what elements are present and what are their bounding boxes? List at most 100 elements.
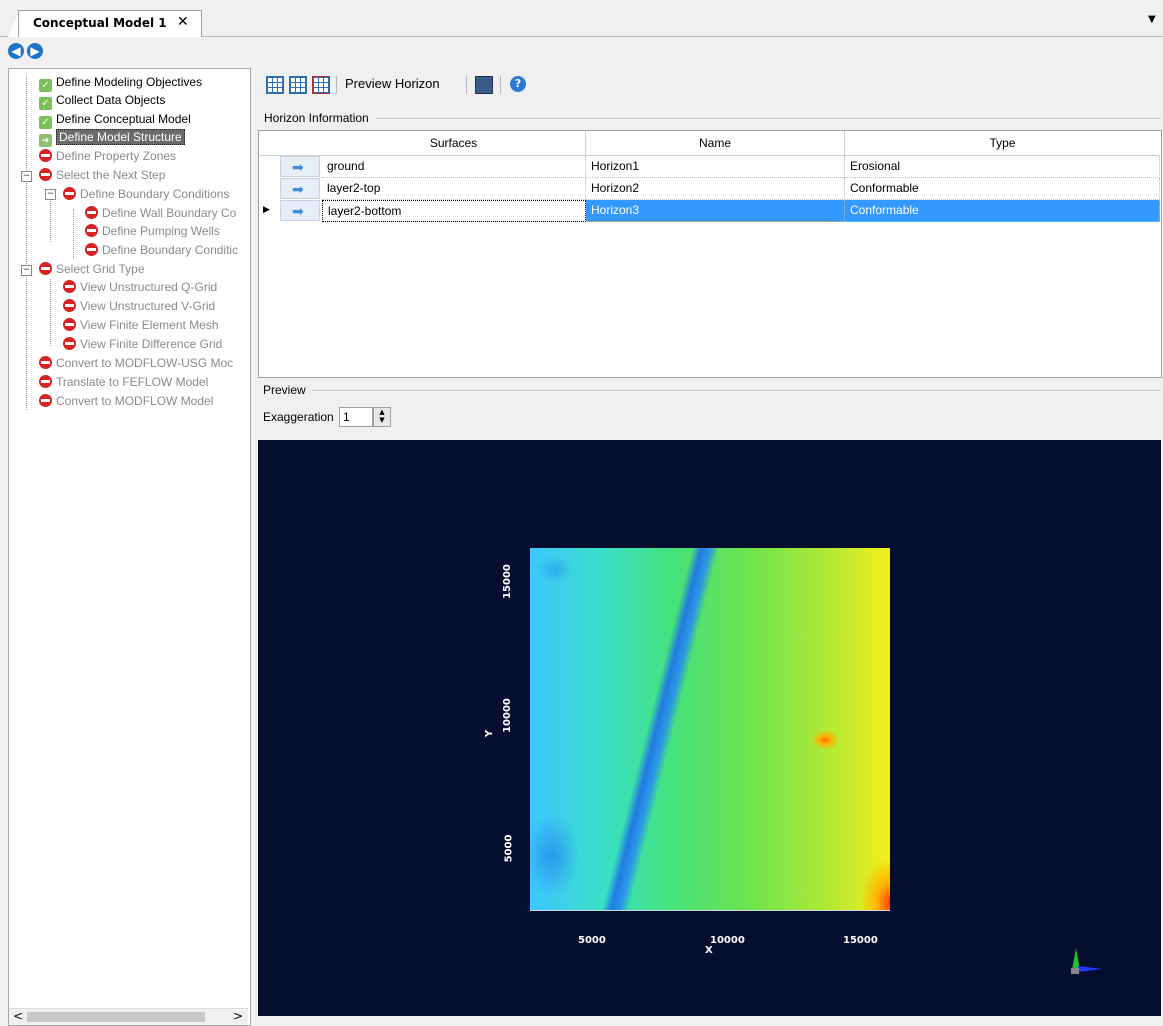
horizon-info-title: Horizon Information	[264, 111, 369, 125]
x-tick-label: 5000	[578, 935, 606, 946]
collapse-icon[interactable]: −	[21, 171, 32, 182]
tree-item-label: Collect Data Objects	[56, 93, 166, 107]
tree-item-convert-modflow-usg[interactable]: Convert to MODFLOW-USG Moc	[39, 355, 233, 371]
tree-item-define-pumping-wells[interactable]: Define Pumping Wells	[85, 223, 220, 239]
insert-row-grid-icon[interactable]	[289, 76, 307, 94]
x-axis-line	[530, 910, 890, 911]
tree-item-label: View Unstructured Q-Grid	[80, 280, 218, 294]
horizon-grid: Surfaces Name Type ➡ ground Horizon1 Ero…	[258, 130, 1162, 378]
stop-icon	[39, 394, 52, 407]
chevron-down-icon[interactable]: ▼	[1148, 14, 1156, 25]
collapse-icon[interactable]: −	[21, 265, 32, 276]
collapse-icon[interactable]: −	[45, 189, 56, 200]
stop-icon	[39, 149, 52, 162]
surface-cell[interactable]: layer2-bottom	[322, 200, 586, 222]
tab-edge	[8, 10, 20, 37]
type-cell[interactable]: Conformable	[845, 178, 1160, 200]
tree-item-view-fd-grid[interactable]: View Finite Difference Grid	[63, 336, 222, 352]
type-cell[interactable]: Conformable	[845, 200, 1160, 222]
3d-preview-viewport[interactable]: 5000 10000 15000 X 5000 10000 15000 Y	[258, 440, 1161, 1016]
horizon-toolbar: Preview Horizon ?	[254, 70, 1163, 100]
tree-item-label: View Finite Difference Grid	[80, 337, 223, 351]
column-header-surfaces[interactable]: Surfaces	[322, 131, 586, 156]
stop-icon	[39, 168, 52, 181]
preview-title: Preview	[263, 383, 306, 397]
tree-item-label: View Unstructured V-Grid	[80, 299, 216, 313]
tree-item-define-property-zones[interactable]: Define Property Zones	[39, 148, 176, 164]
back-arrow-icon[interactable]: ◀	[8, 43, 24, 59]
column-header-name[interactable]: Name	[586, 131, 845, 156]
tree-connector	[50, 279, 51, 346]
name-cell[interactable]: Horizon1	[586, 156, 845, 178]
row-select-button[interactable]: ➡	[280, 178, 320, 199]
stop-icon	[63, 337, 76, 350]
scrollbar-thumb[interactable]	[27, 1012, 205, 1022]
tree-item-label: View Finite Element Mesh	[80, 318, 219, 332]
x-tick-label: 10000	[710, 935, 745, 946]
tree-item-define-wall-boundary[interactable]: Define Wall Boundary Co	[85, 205, 236, 221]
tree-item-label: Define Boundary Conditic	[102, 243, 239, 257]
group-divider	[376, 118, 1161, 119]
tree-item-label: Define Conceptual Model	[56, 112, 191, 126]
tree-item-define-conceptual-model[interactable]: ✓ Define Conceptual Model	[39, 111, 191, 129]
tree-item-define-boundary-condition-2[interactable]: Define Boundary Conditic	[85, 242, 238, 258]
save-icon[interactable]	[475, 76, 493, 94]
close-icon[interactable]: ✕	[177, 14, 189, 30]
tree-item-view-fe-mesh[interactable]: View Finite Element Mesh	[63, 317, 219, 333]
tree-item-select-grid-type[interactable]: Select Grid Type	[39, 261, 145, 277]
arrow-right-icon: ➡	[292, 160, 304, 176]
stop-icon	[39, 356, 52, 369]
toolbar-separator	[336, 76, 337, 94]
stop-icon	[39, 375, 52, 388]
check-icon: ✓	[39, 97, 52, 110]
orientation-axes-icon	[1071, 948, 1102, 974]
surface-cell[interactable]: layer2-top	[322, 178, 586, 200]
tree-item-view-v-grid[interactable]: View Unstructured V-Grid	[63, 298, 215, 314]
current-row-indicator-icon: ▶	[263, 205, 270, 215]
tree-item-label: Convert to MODFLOW-USG Moc	[56, 356, 234, 370]
tree-item-collect-data-objects[interactable]: ✓ Collect Data Objects	[39, 92, 166, 110]
x-tick-label: 15000	[843, 935, 878, 946]
tree-item-convert-modflow[interactable]: Convert to MODFLOW Model	[39, 393, 213, 409]
tree-item-label: Convert to MODFLOW Model	[56, 394, 214, 408]
name-cell[interactable]: Horizon3	[586, 200, 845, 222]
row-select-button[interactable]: ➡	[280, 200, 320, 221]
row-select-button[interactable]: ➡	[280, 156, 320, 177]
arrow-right-icon: ➜	[39, 134, 52, 147]
stop-icon	[63, 280, 76, 293]
row-header-corner	[259, 131, 323, 156]
scroll-right-icon[interactable]: >	[233, 1009, 244, 1023]
tree-connector	[50, 192, 51, 242]
column-header-type[interactable]: Type	[845, 131, 1160, 156]
help-icon[interactable]: ?	[510, 76, 526, 92]
name-cell[interactable]: Horizon2	[586, 178, 845, 200]
stop-icon	[63, 187, 76, 200]
tree-item-define-boundary-conditions[interactable]: Define Boundary Conditions	[63, 186, 229, 202]
y-tick-label: 15000	[501, 564, 513, 599]
stop-icon	[39, 262, 52, 275]
delete-row-grid-icon[interactable]	[312, 76, 330, 94]
tree-connector	[26, 75, 27, 410]
surface-cell[interactable]: ground	[322, 156, 586, 178]
type-cell[interactable]: Erosional	[845, 156, 1160, 178]
tree-connector	[73, 209, 74, 259]
add-row-grid-icon[interactable]	[266, 76, 284, 94]
tab-conceptual-model[interactable]: Conceptual Model 1 ✕	[18, 10, 202, 37]
tree-item-define-modeling-objectives[interactable]: ✓ Define Modeling Objectives	[39, 74, 202, 92]
tree-item-label: Define Pumping Wells	[102, 224, 220, 238]
tree-item-translate-feflow[interactable]: Translate to FEFLOW Model	[39, 374, 208, 390]
toolbar-separator	[500, 76, 501, 94]
exaggeration-spinner[interactable]: ▲ ▼	[373, 407, 391, 427]
preview-horizon-button[interactable]: Preview Horizon	[345, 76, 440, 91]
stop-icon	[85, 243, 98, 256]
tree-item-define-model-structure[interactable]: ➜ Define Model Structure	[39, 129, 185, 147]
scroll-left-icon[interactable]: <	[13, 1009, 24, 1023]
tab-title: Conceptual Model 1	[33, 16, 167, 30]
tree-item-select-next-step[interactable]: Select the Next Step	[39, 167, 165, 183]
tree-item-view-q-grid[interactable]: View Unstructured Q-Grid	[63, 279, 217, 295]
nav-bar: ◀ ▶	[0, 37, 1163, 65]
tree-horizontal-scrollbar[interactable]: < >	[9, 1008, 248, 1025]
tree-item-label: Define Property Zones	[56, 149, 177, 163]
exaggeration-input[interactable]: 1	[339, 407, 373, 427]
forward-arrow-icon[interactable]: ▶	[27, 43, 43, 59]
